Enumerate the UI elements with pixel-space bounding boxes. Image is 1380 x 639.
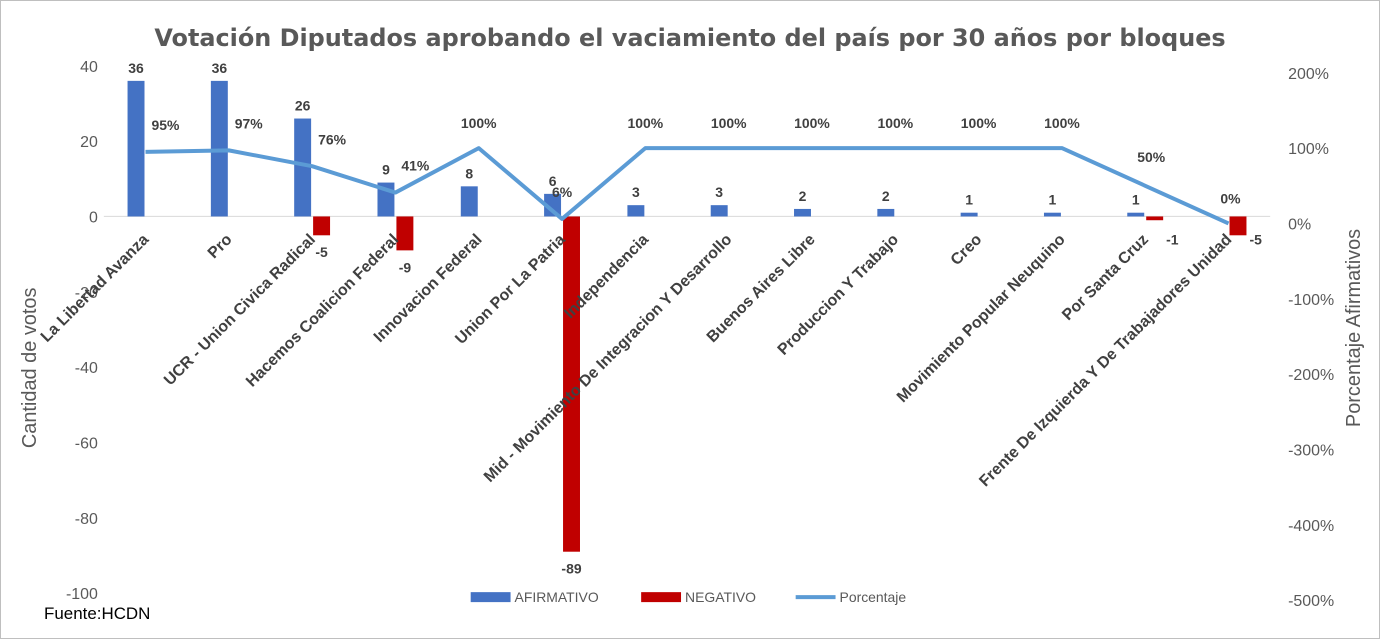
bar-negativo [396,216,414,251]
bar-negativo [313,216,331,236]
y2-tick-label: -300% [1288,442,1334,459]
legend: AFIRMATIVO NEGATIVO Porcentaje [470,589,907,605]
line-porcentaje [145,146,1230,226]
category-label: La Libertad Avanza [38,231,153,346]
data-label-negativo: -5 [315,244,328,260]
legend-label: Porcentaje [840,589,907,605]
category-label: Pro [205,231,236,262]
data-label-afirmativo: 1 [965,192,973,208]
y-tick-label: 20 [80,134,98,151]
data-label-porcentaje: 50% [1137,149,1166,165]
y-tick-label: 0 [89,209,98,226]
data-label-afirmativo: 3 [715,184,723,200]
data-label-afirmativo: 2 [882,188,890,204]
legend-swatch [641,592,682,603]
category-label: Creo [948,231,986,269]
category-label: UCR - Union Civica Radical [161,231,319,389]
bar-afirmativo [1043,212,1061,217]
percentage-line [145,146,1230,226]
y2-tick-label: -100% [1288,292,1334,309]
data-label-porcentaje: 100% [794,115,830,131]
data-label-afirmativo: 26 [295,98,311,114]
bar-negativo [1229,216,1247,236]
data-label-porcentaje: 100% [711,115,747,131]
y2-tick-label: -400% [1288,518,1334,535]
data-label-afirmativo: 2 [799,188,807,204]
legend-label: NEGATIVO [685,589,756,605]
data-label-porcentaje: 100% [877,115,913,131]
bar-afirmativo [460,186,478,217]
bar-afirmativo [710,205,728,217]
y2-tick-label: 200% [1288,66,1329,83]
y-tick-label: -60 [75,435,98,452]
y2-tick-label: 0% [1288,216,1311,233]
data-label-afirmativo: 1 [1049,192,1057,208]
data-label-afirmativo: 36 [212,60,228,76]
bar-afirmativo [294,118,312,217]
bar-afirmativo [794,208,811,217]
bar-afirmativo [1127,212,1145,217]
category-label: Por Santa Cruz [1059,231,1152,324]
bar-afirmativo [544,193,562,217]
source-note: Fuente:HCDN [44,604,150,623]
data-labels: 36 36 26 9 8 6 3 3 2 2 1 1 1 -5 -9 -89 -1 -5 95% 97% 76% 41% 1… [128,60,1262,577]
bar-negativo [1146,216,1164,221]
data-label-porcentaje: 95% [151,117,180,133]
bar-afirmativo [627,205,645,217]
bar-afirmativo [877,208,895,217]
category-label: Movimiento Popular Neuquino [894,231,1069,406]
y-tick-label: 40 [80,59,98,76]
data-label-porcentaje: 6% [552,184,573,200]
data-label-afirmativo: 6 [549,173,557,189]
bar-negativo [563,216,580,552]
data-label-porcentaje: 41% [401,158,430,174]
data-label-negativo: -1 [1166,231,1179,247]
y-tick-label: -40 [75,360,98,377]
data-label-porcentaje: 100% [1044,115,1080,131]
data-label-negativo: -9 [399,259,412,275]
chart-title: Votación Diputados aprobando el vaciamie… [154,24,1225,52]
legend-swatch [470,592,511,603]
y-tick-label: -100 [66,586,98,603]
y2-tick-label: 100% [1288,141,1329,158]
data-label-porcentaje: 0% [1220,191,1241,207]
y-tick-label: -80 [75,511,98,528]
data-label-porcentaje: 100% [961,115,997,131]
data-label-porcentaje: 100% [628,115,664,131]
legend-label: AFIRMATIVO [515,589,599,605]
data-label-afirmativo: 9 [382,162,390,178]
data-label-porcentaje: 100% [461,115,497,131]
y-axis: 40 20 0 -20 -40 -60 -80 -100 [66,59,98,603]
y-tick-label: -20 [75,285,98,302]
y2-axis: 200% 100% 0% -100% -200% -300% -400% -500% [1288,66,1334,610]
data-label-afirmativo: 36 [128,60,144,76]
y2-axis-title: Porcentaje Afirmativos [1343,229,1365,427]
data-label-afirmativo: 3 [632,184,640,200]
y2-tick-label: -200% [1288,367,1334,384]
data-label-negativo: -5 [1249,231,1262,247]
bar-afirmativo [127,80,145,217]
data-label-porcentaje: 97% [235,115,264,131]
bar-afirmativo [960,212,978,217]
data-label-afirmativo: 8 [465,165,473,181]
data-label-afirmativo: 1 [1132,192,1140,208]
y2-tick-label: -500% [1288,593,1334,610]
y-axis-title: Cantidad de votos [19,288,41,449]
data-label-negativo: -89 [561,561,581,577]
data-label-porcentaje: 76% [318,131,347,147]
